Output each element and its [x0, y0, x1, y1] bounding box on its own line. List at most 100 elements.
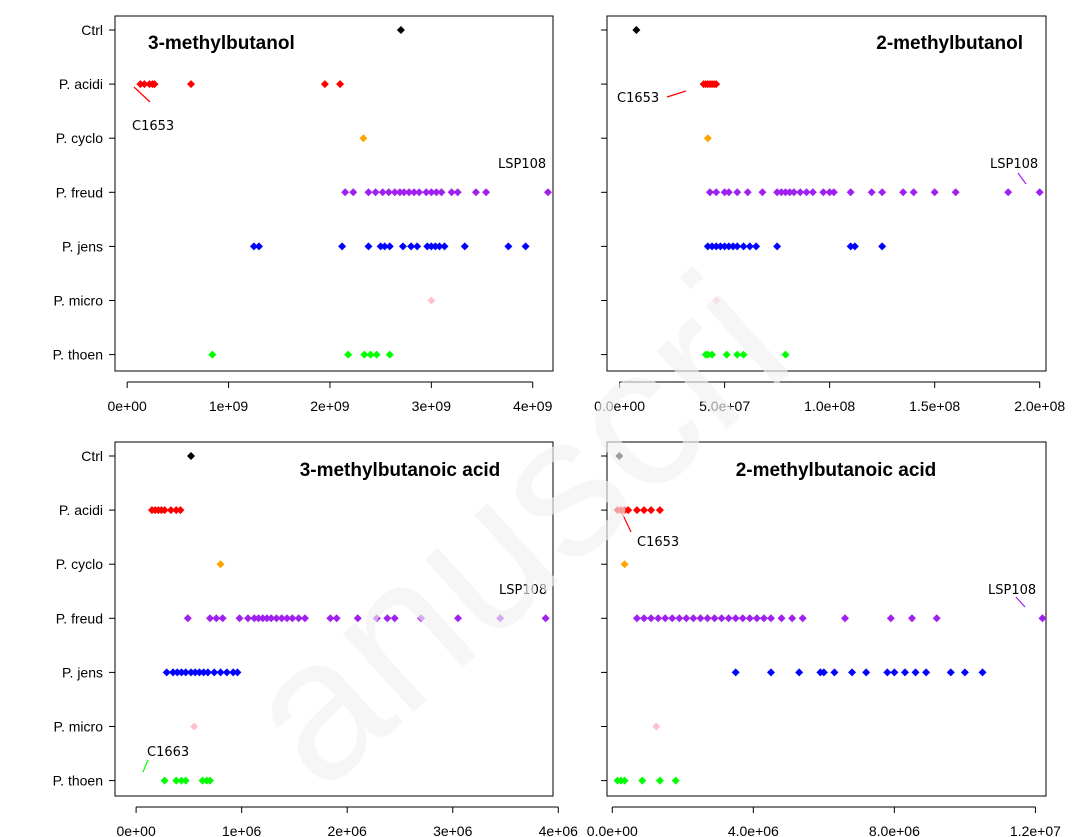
data-point — [846, 188, 855, 197]
data-point — [819, 188, 828, 197]
data-point — [724, 188, 733, 197]
data-point — [640, 506, 649, 515]
data-point — [878, 188, 887, 197]
data-point — [640, 614, 649, 623]
data-point — [731, 668, 740, 677]
data-point — [332, 614, 341, 623]
data-point — [752, 614, 761, 623]
annotation-line — [133, 86, 151, 103]
data-point — [899, 188, 908, 197]
y-tick-label: P. cyclo — [56, 130, 103, 146]
data-point — [364, 242, 373, 251]
data-point — [364, 188, 373, 197]
x-tick-label: 8.0e+06 — [869, 823, 920, 837]
data-point — [250, 614, 259, 623]
data-point — [417, 614, 426, 623]
data-point — [703, 350, 712, 359]
data-point — [344, 350, 353, 359]
data-point — [254, 614, 263, 623]
data-point — [752, 242, 761, 251]
y-tick-label: P. freud — [56, 610, 103, 626]
data-point — [773, 188, 782, 197]
data-point — [878, 242, 887, 251]
data-point — [825, 188, 834, 197]
data-point — [172, 506, 181, 515]
data-point — [712, 188, 721, 197]
y-tick-label: P. acidi — [59, 502, 103, 518]
data-point — [212, 614, 221, 623]
data-point — [371, 188, 380, 197]
data-point — [294, 614, 303, 623]
data-point — [689, 614, 698, 623]
data-point — [521, 242, 530, 251]
data-point — [638, 776, 647, 785]
data-point — [846, 242, 855, 251]
data-point — [848, 668, 857, 677]
data-point — [733, 242, 742, 251]
data-point — [703, 134, 712, 143]
data-point — [454, 614, 463, 623]
data-point — [385, 350, 394, 359]
data-point — [218, 614, 227, 623]
panel-title: 3-methylbutanol — [148, 33, 295, 54]
data-point — [798, 614, 807, 623]
data-point — [716, 242, 725, 251]
panel-title: 2-methylbutanoic acid — [736, 460, 937, 481]
data-point — [789, 188, 798, 197]
panel-title: 2-methylbutanol — [876, 33, 1023, 54]
data-point — [205, 776, 214, 785]
data-point — [267, 614, 276, 623]
x-tick-label: 4.0e+06 — [728, 823, 779, 837]
data-point — [890, 668, 899, 677]
plot-frame — [606, 15, 1047, 372]
data-point — [773, 242, 782, 251]
data-point — [720, 242, 729, 251]
data-point — [360, 350, 369, 359]
data-point — [632, 26, 641, 34]
data-point — [283, 614, 292, 623]
x-tick-label: 4e+09 — [513, 398, 553, 414]
data-point — [471, 188, 480, 197]
data-point — [359, 134, 368, 143]
annotation-label: C1653 — [132, 119, 174, 134]
data-point — [620, 560, 629, 569]
data-point — [191, 668, 200, 677]
data-point — [739, 350, 748, 359]
data-point — [504, 242, 513, 251]
data-point — [190, 722, 199, 731]
data-point — [1035, 188, 1044, 197]
x-tick-label: 0.0e+00 — [594, 398, 645, 414]
x-tick-label: 3e+06 — [433, 823, 473, 837]
data-point — [496, 614, 505, 623]
data-point — [366, 350, 375, 359]
data-point — [733, 350, 742, 359]
data-point — [415, 188, 424, 197]
data-point — [909, 188, 918, 197]
y-tick-label: P. micro — [53, 719, 103, 735]
data-point — [739, 242, 748, 251]
data-point — [777, 188, 786, 197]
data-point — [136, 80, 145, 89]
data-point — [376, 242, 385, 251]
x-tick-label: 1e+06 — [222, 823, 262, 837]
data-point — [187, 80, 196, 89]
annotation-line — [666, 90, 687, 98]
data-point — [960, 668, 969, 677]
data-point — [177, 776, 186, 785]
data-point — [205, 614, 214, 623]
data-point — [951, 188, 960, 197]
data-point — [262, 614, 271, 623]
data-point — [427, 296, 436, 305]
x-tick-label: 0e+00 — [108, 398, 148, 414]
data-point — [160, 506, 169, 515]
x-tick-label: 1e+09 — [209, 398, 249, 414]
data-point — [432, 188, 441, 197]
data-point — [731, 614, 740, 623]
annotation-line — [1017, 172, 1027, 185]
data-point — [696, 614, 705, 623]
data-point — [405, 188, 414, 197]
panel-3: Ctrl P. acidi P. cyclo P. freud P. jens P. mi… — [53, 441, 578, 837]
annotation-line — [142, 759, 149, 773]
data-point — [930, 188, 939, 197]
data-point — [654, 614, 663, 623]
